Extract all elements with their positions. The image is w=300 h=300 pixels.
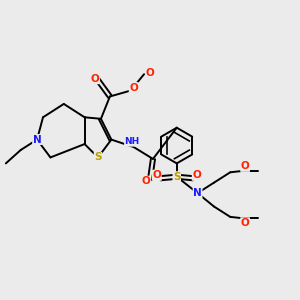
Text: O: O	[91, 74, 99, 84]
Text: O: O	[241, 161, 250, 171]
Text: NH: NH	[124, 137, 140, 146]
Text: O: O	[146, 68, 154, 78]
Text: O: O	[152, 170, 161, 180]
Text: S: S	[94, 152, 102, 162]
Text: S: S	[173, 172, 181, 182]
Text: O: O	[129, 82, 138, 93]
Text: N: N	[33, 135, 41, 145]
Text: N: N	[193, 188, 202, 198]
Text: O: O	[241, 218, 250, 228]
Text: O: O	[141, 176, 150, 186]
Text: O: O	[192, 170, 201, 180]
